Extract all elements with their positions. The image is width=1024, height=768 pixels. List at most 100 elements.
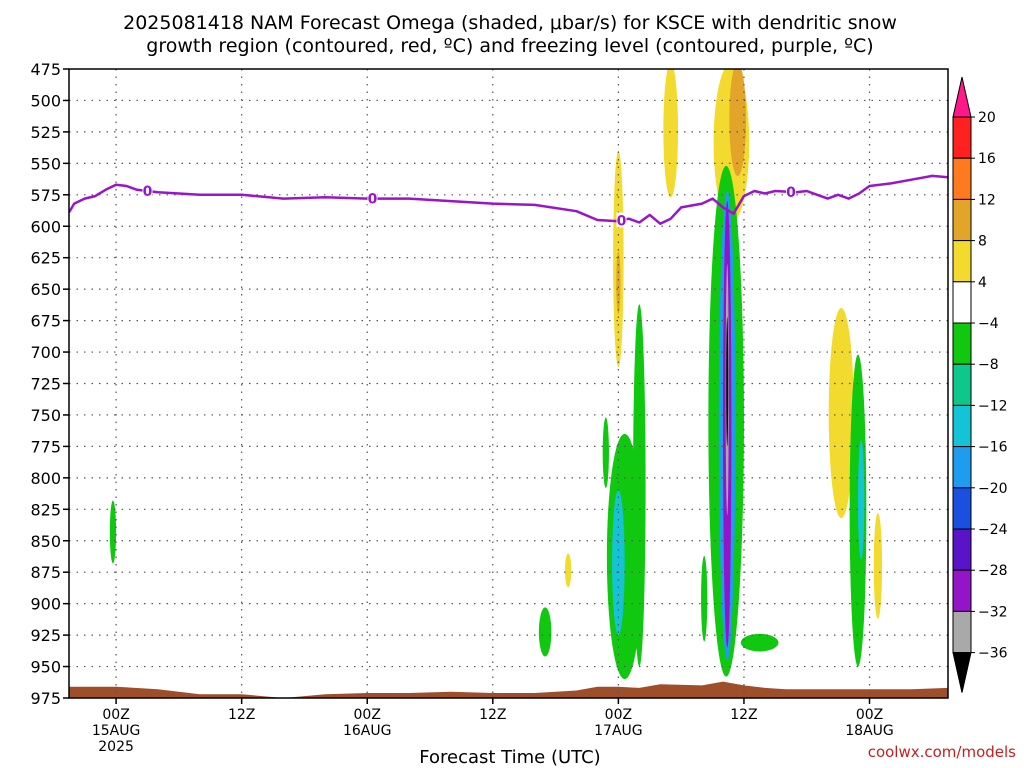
omega-region bbox=[726, 316, 729, 447]
freezing-level-label: 0 bbox=[786, 185, 796, 201]
colorbar-swatch bbox=[952, 281, 972, 324]
y-tick-label: 800 bbox=[30, 469, 61, 488]
omega-region bbox=[612, 490, 625, 636]
y-tick-label: 825 bbox=[30, 500, 61, 519]
y-tick-label: 575 bbox=[30, 186, 61, 205]
omega-region bbox=[663, 69, 679, 198]
omega-region bbox=[828, 308, 854, 519]
colorbar-label: −20 bbox=[978, 481, 1008, 497]
y-tick-label: 975 bbox=[30, 689, 61, 708]
x-tick-label: 00Z bbox=[354, 707, 381, 723]
y-tick-label: 900 bbox=[30, 595, 61, 614]
colorbar-swatch bbox=[952, 446, 972, 489]
y-tick-label: 525 bbox=[30, 123, 61, 142]
colorbar-swatch bbox=[952, 404, 972, 448]
plot-frame bbox=[68, 68, 949, 699]
colorbar-label: 4 bbox=[978, 275, 987, 291]
omega-region bbox=[740, 633, 779, 652]
colorbar-label: −16 bbox=[978, 440, 1008, 456]
y-tick-label: 725 bbox=[30, 375, 61, 394]
x-tick-label: 12Z bbox=[479, 707, 506, 723]
y-tick-label: 600 bbox=[30, 217, 61, 236]
y-tick-label: 625 bbox=[30, 249, 61, 268]
omega-region bbox=[616, 251, 621, 315]
omega-region bbox=[109, 500, 117, 564]
x-tick-label: 00Z bbox=[605, 707, 632, 723]
x-axis-label: Forecast Time (UTC) bbox=[419, 747, 600, 768]
omega-shading bbox=[109, 69, 883, 698]
chart-title-line-2: growth region (contoured, red, ºC) and f… bbox=[146, 35, 873, 57]
watermark: coolwx.com/models bbox=[868, 743, 1016, 761]
colorbar-label: −4 bbox=[978, 316, 999, 332]
omega-region bbox=[849, 354, 867, 667]
colorbar-label: −28 bbox=[978, 563, 1008, 579]
chart-title-line-1: 2025081418 NAM Forecast Omega (shaded, μ… bbox=[123, 12, 897, 34]
freezing-level-label-bg bbox=[367, 190, 378, 206]
omega-region bbox=[701, 555, 708, 642]
omega-region bbox=[538, 607, 552, 657]
colorbar-swatch bbox=[952, 610, 972, 654]
y-tick-label: 675 bbox=[30, 312, 61, 331]
y-tick-label: 925 bbox=[30, 626, 61, 645]
colorbar-swatch bbox=[952, 240, 972, 283]
y-tick-label: 650 bbox=[30, 280, 61, 299]
terrain-fill bbox=[69, 681, 948, 698]
colorbar-label: 20 bbox=[978, 110, 996, 126]
colorbar-bottom-arrow bbox=[952, 652, 972, 693]
colorbar-swatch bbox=[952, 363, 972, 406]
omega-region bbox=[873, 513, 883, 619]
freezing-level-layer bbox=[69, 174, 948, 225]
colorbar-label: 8 bbox=[978, 234, 987, 250]
x-tick-label: 00Z bbox=[856, 707, 883, 723]
freezing-level-label-bg bbox=[786, 183, 797, 199]
omega-region bbox=[858, 440, 865, 560]
freezing-level-line bbox=[69, 174, 948, 225]
freezing-level-label: 0 bbox=[617, 213, 627, 229]
y-tick-label: 775 bbox=[30, 437, 61, 456]
y-tick-label: 700 bbox=[30, 343, 61, 362]
freezing-level-label-bg bbox=[142, 183, 153, 199]
colorbar-label: −36 bbox=[978, 646, 1008, 662]
y-tick-label: 950 bbox=[30, 658, 61, 677]
colorbar-swatch bbox=[952, 116, 972, 159]
colorbar-label: −8 bbox=[978, 357, 999, 373]
colorbar-swatch bbox=[952, 569, 972, 612]
freezing-level-label-bg bbox=[616, 212, 627, 228]
freezing-level-label: 0 bbox=[368, 192, 378, 208]
omega-region bbox=[729, 69, 747, 176]
x-tick-label: 00Z bbox=[102, 707, 129, 723]
x-tick-label: 12Z bbox=[228, 707, 255, 723]
y-tick-label: 750 bbox=[30, 406, 61, 425]
x-tick-label: 12Z bbox=[730, 707, 757, 723]
grid bbox=[69, 69, 948, 698]
colorbar-label: −12 bbox=[978, 398, 1008, 414]
colorbar-swatch bbox=[952, 157, 972, 200]
y-tick-label: 500 bbox=[30, 91, 61, 110]
y-tick-label: 850 bbox=[30, 532, 61, 551]
colorbar-label: 16 bbox=[978, 151, 996, 167]
colorbar-label: −24 bbox=[978, 522, 1008, 538]
y-tick-label: 475 bbox=[30, 60, 61, 79]
y-axis: 475 500 525 550 575 600 625 650 675 700 725 750 775 8… bbox=[30, 60, 69, 708]
x-tick-date-label: 18AUG bbox=[845, 723, 894, 739]
colorbar-swatch bbox=[952, 198, 972, 242]
omega-region bbox=[602, 417, 609, 488]
omega-region bbox=[565, 553, 572, 588]
colorbar-top-arrow bbox=[952, 76, 972, 118]
x-tick-year-label: 2025 bbox=[98, 739, 134, 755]
colorbar-label: 12 bbox=[978, 192, 996, 208]
colorbar-swatch bbox=[952, 322, 972, 365]
x-tick-date-label: 15AUG bbox=[92, 723, 141, 739]
freezing-level-labels: 0 0 0 0 bbox=[142, 183, 796, 229]
freezing-level-label: 0 bbox=[143, 184, 153, 200]
colorbar-legend: 20 16 12 8 4 −4 −8 −12 −16 −20 −24 −28 −32 −36 bbox=[952, 76, 1008, 693]
terrain-layer bbox=[69, 681, 948, 698]
y-tick-label: 875 bbox=[30, 563, 61, 582]
y-tick-label: 550 bbox=[30, 154, 61, 173]
x-tick-date-label: 17AUG bbox=[594, 723, 643, 739]
colorbar-swatch bbox=[952, 528, 972, 571]
colorbar-label: −32 bbox=[978, 604, 1008, 620]
x-tick-date-label: 16AUG bbox=[343, 723, 392, 739]
